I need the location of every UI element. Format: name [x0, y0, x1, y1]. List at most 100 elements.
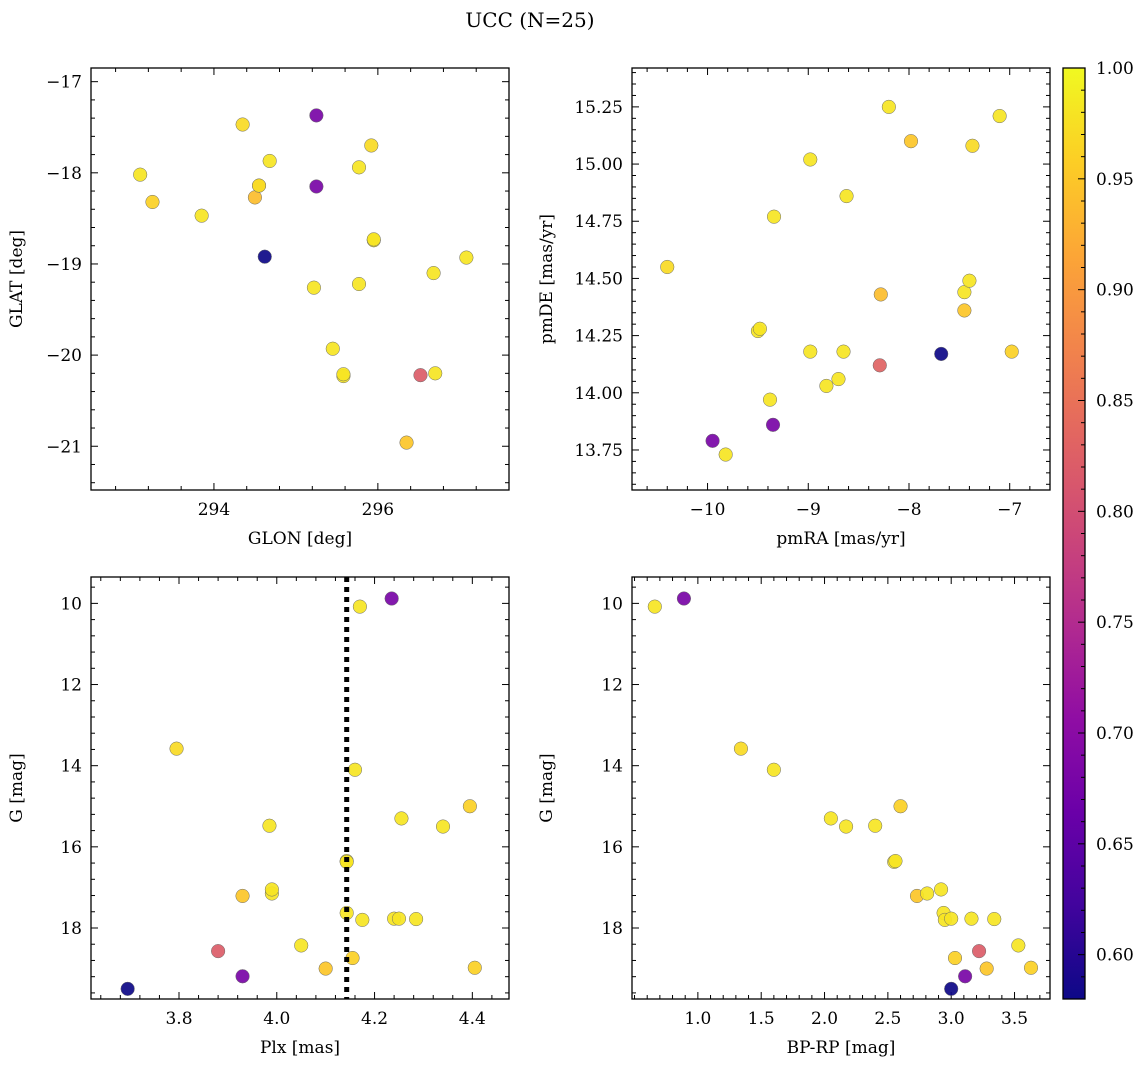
- x-tick-label: 4.2: [361, 1009, 388, 1029]
- data-point: [920, 886, 935, 901]
- data-point: [836, 344, 851, 359]
- x-axis-label: GLON [deg]: [248, 529, 352, 549]
- y-tick-label: 15.25: [574, 98, 623, 118]
- data-point: [958, 969, 973, 984]
- y-tick-label: −18: [46, 164, 82, 184]
- data-point: [964, 911, 979, 926]
- data-point: [718, 447, 733, 462]
- plot-frame: [631, 576, 1051, 1000]
- data-point: [366, 232, 381, 247]
- data-point: [355, 912, 370, 927]
- colorbar-tick-label: 0.90: [1096, 281, 1134, 301]
- data-point: [944, 911, 959, 926]
- y-tick-label: −19: [46, 255, 82, 275]
- data-point: [647, 599, 662, 614]
- x-tick-label: 4.4: [459, 1009, 486, 1029]
- data-point: [766, 209, 782, 224]
- y-tick-label: 13.75: [574, 441, 623, 461]
- colorbar-tick-label: 0.95: [1096, 170, 1134, 190]
- data-point: [766, 762, 781, 777]
- data-point: [211, 944, 226, 959]
- data-point: [803, 152, 818, 167]
- data-point: [262, 153, 277, 169]
- x-tick-label: −8: [896, 500, 921, 520]
- panel-plx-g: 3.8 4.0 4.2 4.4 10 12 14 16 18 Plx [mas] G [mag]: [7, 576, 510, 1058]
- x-tick-label: 1.5: [748, 1009, 775, 1029]
- panel-pmra-pmde: −10 −9 −8 −7 13.75 14.00 14.25 14.50 14.75 15.00 1…: [537, 67, 1051, 549]
- colorbar-tick-label: 1.00: [1096, 59, 1134, 79]
- x-tick-label: 1.0: [684, 1009, 711, 1029]
- scatter-points: [647, 591, 1039, 996]
- data-point: [264, 882, 279, 897]
- data-point: [459, 250, 474, 265]
- data-point: [839, 819, 854, 834]
- x-axis-label: pmRA [mas/yr]: [776, 529, 905, 549]
- data-point: [752, 321, 767, 336]
- data-point: [428, 366, 443, 381]
- data-point: [194, 208, 209, 223]
- y-tick-label: 18: [601, 919, 623, 939]
- x-tick-label: −9: [796, 500, 821, 520]
- y-tick-label: 16: [601, 838, 623, 858]
- colorbar-tick-label: 0.70: [1096, 724, 1134, 744]
- y-tick-label: 16: [60, 838, 82, 858]
- tick-marks: [632, 577, 1050, 999]
- data-point: [987, 912, 1002, 927]
- data-point: [676, 591, 691, 606]
- data-point: [294, 938, 309, 953]
- data-point: [881, 99, 896, 114]
- plot-frame: [631, 67, 1051, 491]
- x-tick-label: −7: [997, 500, 1022, 520]
- data-point: [705, 433, 720, 448]
- data-point: [819, 378, 834, 393]
- data-point: [351, 160, 367, 175]
- data-point: [872, 358, 887, 373]
- data-point: [306, 280, 321, 295]
- colorbar-tick-label: 0.80: [1096, 502, 1134, 522]
- data-point: [462, 799, 477, 814]
- data-point: [831, 372, 846, 387]
- data-point: [133, 167, 148, 182]
- data-point: [394, 811, 409, 826]
- data-point: [992, 108, 1007, 124]
- colorbar: 0.60 0.65 0.70 0.75 0.80 0.85 0.90 0.95 1.00: [1062, 59, 1134, 1000]
- tick-marks: [91, 68, 510, 490]
- data-point: [765, 417, 781, 432]
- data-point: [972, 944, 987, 959]
- data-point: [352, 599, 367, 614]
- data-point: [803, 344, 818, 359]
- y-tick-label: 14: [601, 757, 623, 777]
- data-point: [979, 961, 994, 976]
- data-point: [399, 435, 414, 450]
- y-tick-label: 15.00: [574, 155, 623, 175]
- plot-frame: [90, 67, 510, 491]
- y-tick-label: −21: [46, 437, 82, 457]
- data-point: [1004, 344, 1019, 359]
- y-axis-label: G [mag]: [7, 753, 27, 822]
- x-axis-label: Plx [mas]: [260, 1038, 340, 1058]
- y-tick-label: 12: [60, 676, 82, 696]
- data-point: [873, 287, 888, 302]
- tick-marks: [632, 68, 1051, 490]
- data-point: [325, 341, 340, 356]
- data-point: [262, 818, 277, 833]
- data-point: [1011, 938, 1026, 953]
- data-point: [309, 108, 324, 123]
- scatter-points: [660, 99, 1019, 462]
- plot-frame: [90, 576, 510, 1000]
- y-tick-label: −20: [46, 346, 82, 366]
- data-point: [309, 179, 324, 194]
- data-point: [347, 762, 363, 777]
- panel-bprp-g: 1.0 1.5 2.0 2.5 3.0 3.5 10 12 14 16 18 BP-RP [mag] G…: [537, 576, 1051, 1058]
- data-point: [733, 741, 748, 756]
- x-tick-label: −10: [690, 500, 726, 520]
- data-point: [957, 303, 972, 318]
- colorbar-tick-label: 0.65: [1096, 835, 1134, 855]
- data-point: [251, 178, 267, 193]
- x-tick-label: 2.0: [811, 1009, 838, 1029]
- y-tick-label: 10: [601, 594, 623, 614]
- panel-glon-glat: 294 296 −17 −18 −19 −20 −21 GLON [deg] GLAT [deg…: [7, 67, 510, 549]
- x-tick-label: 4.0: [263, 1009, 290, 1029]
- data-point: [364, 138, 379, 153]
